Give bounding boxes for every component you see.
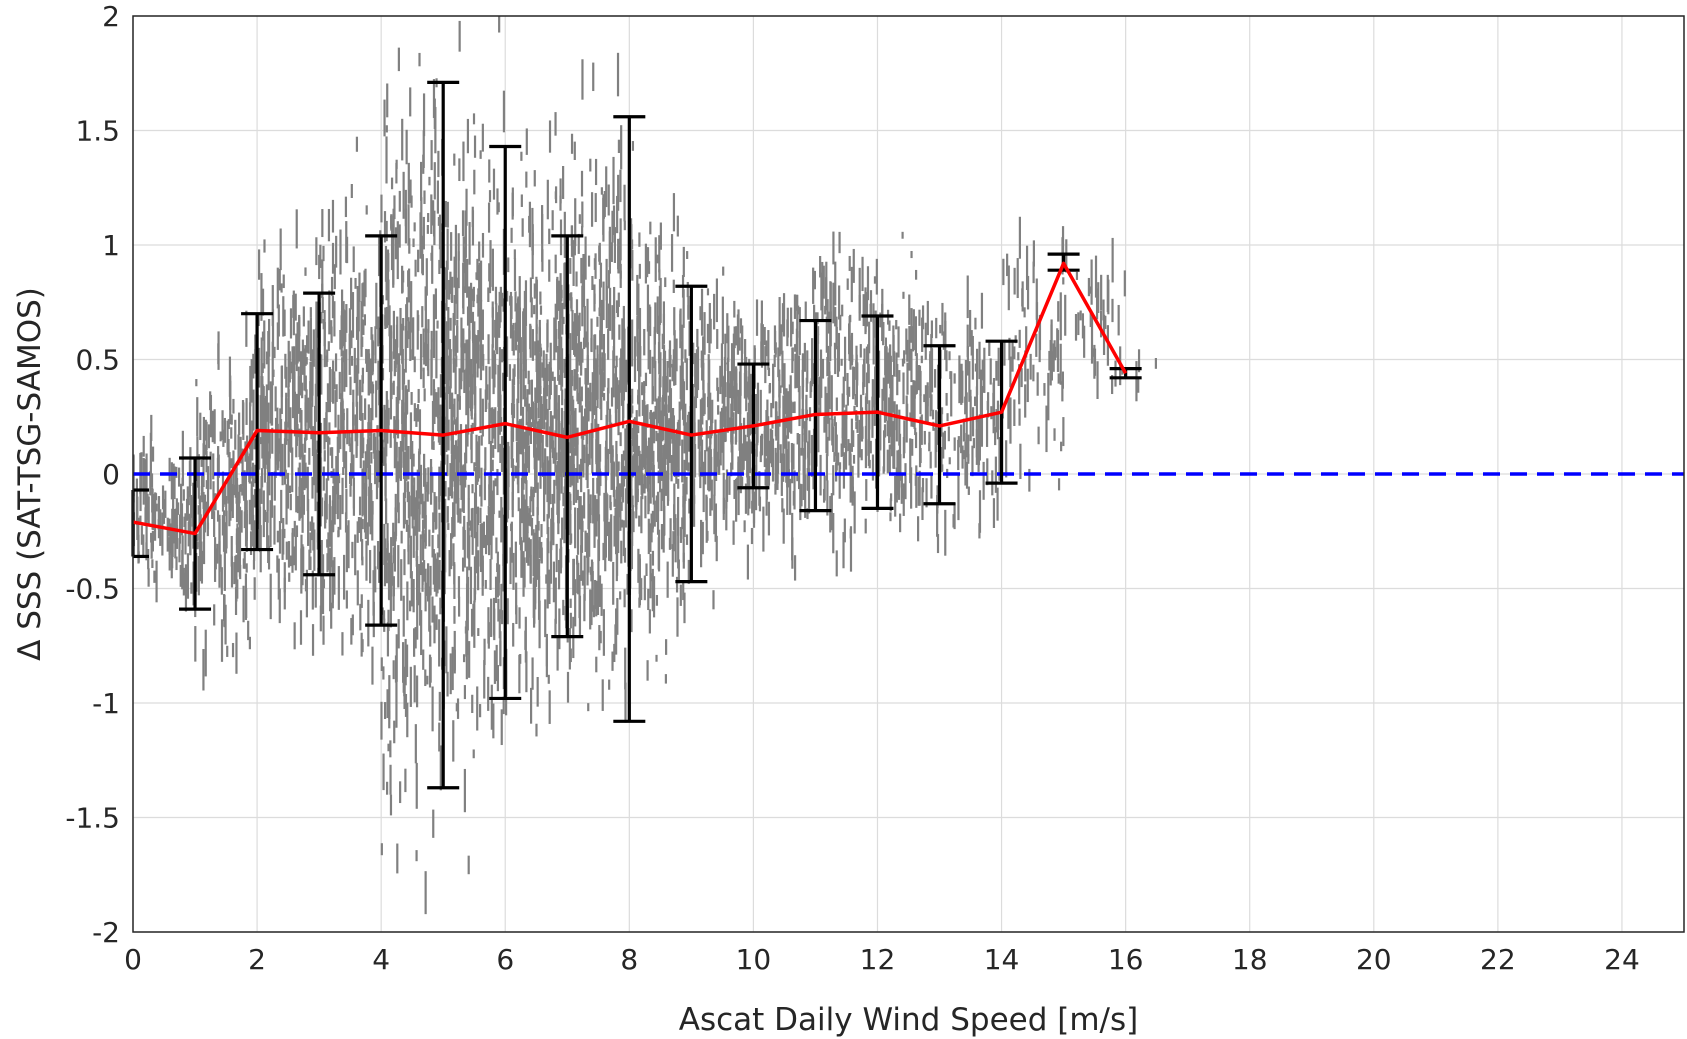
x-tick-label-3: 6 <box>496 943 514 976</box>
x-tick-label-2: 4 <box>372 943 390 976</box>
x-tick-label-10: 20 <box>1356 943 1392 976</box>
x-tick-label-0: 0 <box>124 943 142 976</box>
x-tick-label-11: 22 <box>1480 943 1516 976</box>
x-tick-labels: 0 2 4 6 8 10 12 14 16 18 20 22 24 <box>124 943 1640 976</box>
y-tick-label-7: 1.5 <box>75 115 120 148</box>
plot-frame <box>132 15 1685 933</box>
y-tick-label-0: -2 <box>92 916 120 949</box>
x-axis-label: Ascat Daily Wind Speed [m/s] <box>679 1002 1138 1038</box>
x-tick-label-4: 8 <box>620 943 638 976</box>
y-axis-label: Δ SSS (SAT-TSG-SAMOS) <box>12 287 48 661</box>
error-bar-8 <box>613 115 646 723</box>
x-tick-label-9: 18 <box>1232 943 1268 976</box>
x-tick-label-5: 10 <box>736 943 772 976</box>
x-tick-label-6: 12 <box>860 943 896 976</box>
y-tick-label-3: -0.5 <box>65 573 120 606</box>
x-tick-label-7: 14 <box>984 943 1020 976</box>
y-tick-label-2: -1 <box>92 687 120 720</box>
mean-line <box>132 261 1128 536</box>
y-tick-label-4: 0 <box>102 458 120 491</box>
y-tick-label-5: 0.5 <box>75 344 120 377</box>
x-tick-label-8: 16 <box>1108 943 1144 976</box>
x-tick-label-12: 24 <box>1604 943 1640 976</box>
y-tick-label-1: -1.5 <box>65 802 120 835</box>
x-tick-label-1: 2 <box>248 943 266 976</box>
y-tick-label-8: 2 <box>102 0 120 33</box>
y-tick-labels: -2 -1.5 -1 -0.5 0 0.5 1 1.5 2 <box>65 0 120 949</box>
y-tick-label-6: 1 <box>102 229 120 262</box>
